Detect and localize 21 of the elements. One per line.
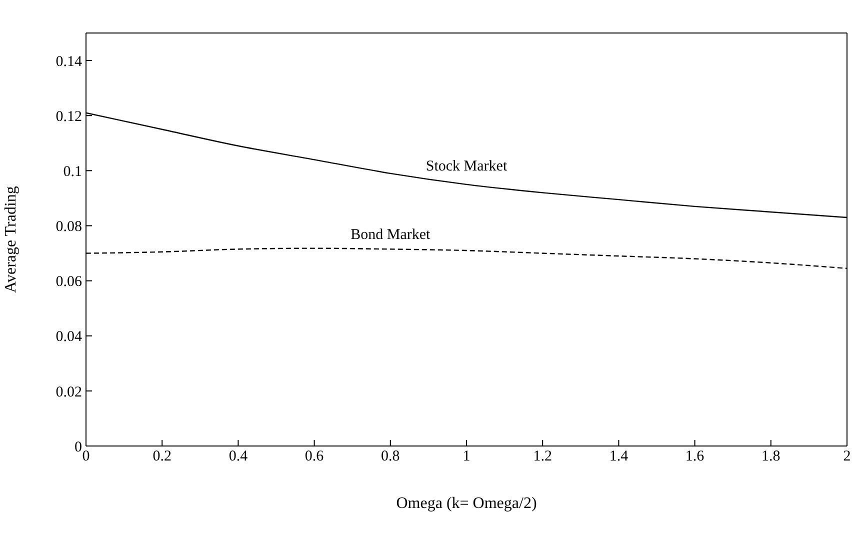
x-tick-label: 2 xyxy=(843,448,851,465)
x-tick-label: 0.4 xyxy=(228,448,248,465)
x-tick-label: 1.2 xyxy=(533,448,552,465)
y-tick-label: 0.02 xyxy=(56,384,82,400)
x-tick-label: 1 xyxy=(462,448,470,465)
x-tick-label: 0.8 xyxy=(381,448,400,465)
y-axis-title: Average Trading xyxy=(2,186,20,293)
x-tick-label: 0.6 xyxy=(304,448,324,465)
x-tick-label: 1.4 xyxy=(609,448,629,465)
series-label: Bond Market xyxy=(350,227,432,244)
y-tick-label: 0.14 xyxy=(56,54,82,70)
y-tick-label: 0.06 xyxy=(56,274,82,290)
x-axis-title: Omega (k= Omega/2) xyxy=(396,495,537,512)
y-tick-label: 0.04 xyxy=(56,329,82,346)
y-tick-label: 0.12 xyxy=(56,108,82,125)
y-tick-label: 0.08 xyxy=(56,219,82,236)
series-label: Stock Market xyxy=(426,158,508,174)
x-tick-label: 1.6 xyxy=(685,448,705,465)
y-tick-label: 0.1 xyxy=(63,164,82,180)
x-tick-label: 1.8 xyxy=(762,448,780,465)
x-tick-label: 0.2 xyxy=(152,448,172,465)
